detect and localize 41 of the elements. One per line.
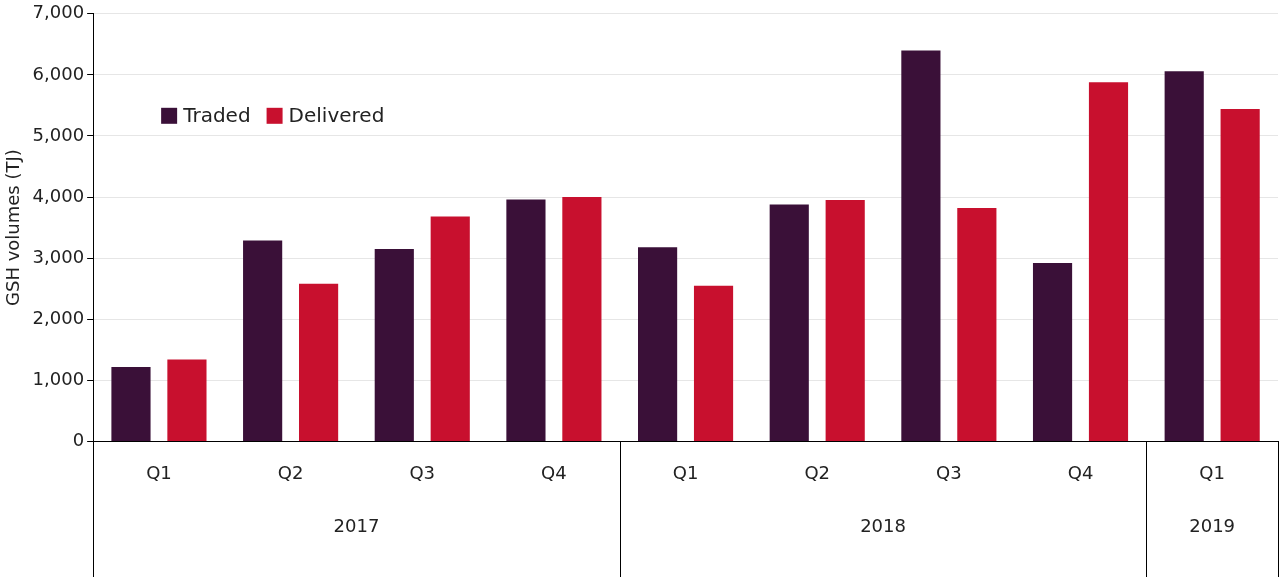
bar: [506, 199, 546, 441]
y-tick-label: 5,000: [32, 123, 85, 145]
bar: [1088, 82, 1129, 441]
text: 2017: [333, 515, 380, 537]
bar: [957, 208, 997, 441]
y-tick-label: 4,000: [32, 184, 85, 206]
bar: [374, 248, 414, 441]
bar: [562, 197, 602, 441]
y-axis-title: GSH volumes (TJ): [2, 149, 24, 306]
bar: [430, 216, 470, 441]
bar: [825, 200, 865, 441]
x-tick-label: Q4: [1067, 461, 1094, 483]
bar: [769, 204, 809, 441]
x-tick-label: Q3: [936, 461, 962, 483]
bar: [243, 240, 283, 441]
bar: [1164, 71, 1204, 441]
x-tick-label: Q3: [409, 461, 436, 483]
y-tick-label: 1,000: [32, 367, 85, 389]
bar: [167, 359, 207, 441]
x-tick-label: Q2: [277, 461, 304, 483]
bar: [901, 50, 941, 441]
bar: [299, 283, 339, 441]
x-tick-label: Q1: [1199, 461, 1225, 483]
legend-label: Delivered: [288, 103, 385, 127]
y-tick-label: 3,000: [32, 245, 85, 267]
x-tick-label: Q2: [804, 461, 831, 483]
x-tick-label: Q4: [541, 461, 567, 483]
bar: [1220, 109, 1260, 441]
text: 2019: [1189, 515, 1236, 537]
y-tick-label: 6,000: [32, 62, 85, 84]
y-tick-label: 2,000: [32, 306, 85, 328]
x-tick-label: Q1: [672, 461, 699, 483]
legend-label: Traded: [182, 103, 251, 127]
bar: [693, 285, 734, 441]
bar: [111, 366, 151, 441]
y-tick-label: 0: [72, 429, 85, 451]
y-tick-label: 7,000: [32, 1, 85, 23]
bar: [1032, 263, 1073, 441]
text: 2018: [860, 515, 906, 537]
x-tick-label: Q1: [146, 461, 172, 483]
bar: [638, 247, 678, 441]
